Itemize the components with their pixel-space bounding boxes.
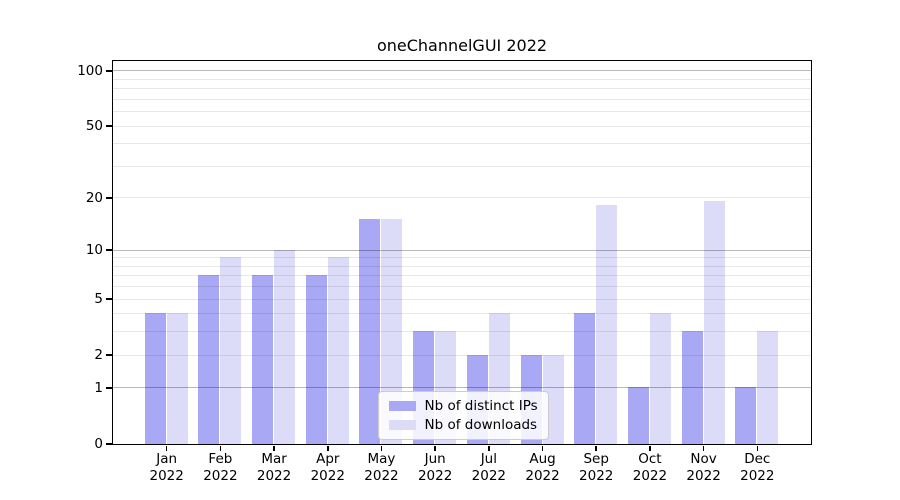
- x-tick: [702, 445, 705, 451]
- x-tick: [165, 445, 168, 451]
- legend-label-downloads: Nb of downloads: [424, 416, 538, 433]
- x-tick-label: Dec 2022: [740, 451, 775, 484]
- x-tick-label: May 2022: [364, 451, 399, 484]
- bar-downloads-jan: [166, 313, 188, 444]
- y-tick-label: 10: [85, 242, 103, 259]
- y-tick: [105, 387, 112, 389]
- y-tick-label: 0: [94, 436, 103, 452]
- gridline-minor: [112, 165, 811, 167]
- x-tick: [327, 445, 329, 451]
- bar-downloads-feb: [220, 257, 242, 444]
- bar-ips-may: [359, 219, 381, 444]
- x-tick-label: Nov 2022: [686, 451, 721, 484]
- y-tick-label: 50: [85, 118, 103, 134]
- bar-ips-nov: [681, 331, 703, 444]
- legend-item-downloads: Nb of downloads: [388, 416, 538, 433]
- bar-downloads-oct: [649, 313, 671, 444]
- gridline-minor: [112, 275, 811, 277]
- gridline-minor: [112, 331, 811, 333]
- x-tick: [219, 445, 222, 451]
- x-tick-label: Jul 2022: [471, 451, 507, 484]
- legend-swatch-downloads-icon: [388, 419, 416, 430]
- bar-ips-sep: [574, 313, 596, 444]
- y-tick-label: 5: [94, 291, 103, 308]
- legend: Nb of distinct IPs Nb of downloads: [377, 390, 549, 440]
- bar-ips-apr: [305, 275, 327, 444]
- y-tick: [105, 443, 112, 445]
- x-tick-label: Jan 2022: [149, 451, 184, 484]
- x-tick: [434, 445, 436, 451]
- y-tick-label: 20: [85, 189, 103, 206]
- y-tick: [105, 298, 112, 300]
- y-tick: [105, 197, 112, 199]
- legend-swatch-distinct-ips-icon: [388, 400, 416, 411]
- x-tick: [273, 445, 275, 451]
- gridline-minor: [112, 354, 811, 356]
- legend-label-distinct-ips: Nb of distinct IPs: [424, 397, 538, 414]
- bar-downloads-may: [381, 219, 403, 444]
- bar-ips-mar: [252, 275, 274, 444]
- bar-ips-jan: [144, 313, 166, 444]
- bar-ips-feb: [198, 275, 220, 444]
- legend-item-distinct-ips: Nb of distinct IPs: [388, 397, 538, 414]
- y-tick: [105, 249, 112, 251]
- gridline-minor: [112, 298, 811, 300]
- gridline-minor: [112, 265, 811, 267]
- gridline-minor: [112, 286, 811, 288]
- bar-ips-oct: [627, 387, 649, 444]
- plot-area: Nb of distinct IPs Nb of downloads: [111, 59, 812, 445]
- bar-downloads-nov: [703, 201, 725, 444]
- y-tick-label: 100: [77, 62, 103, 79]
- y-tick-label: 2: [94, 347, 103, 364]
- bar-downloads-dec: [757, 331, 779, 444]
- bar-downloads-apr: [327, 257, 349, 444]
- gridline-minor: [112, 98, 811, 100]
- gridline-minor: [112, 257, 811, 259]
- x-tick: [595, 445, 597, 451]
- x-tick-label: Feb 2022: [203, 451, 238, 484]
- bar-downloads-sep: [596, 205, 618, 444]
- x-tick-label: Sep 2022: [579, 451, 614, 484]
- gridline-minor: [112, 88, 811, 90]
- x-tick-label: Oct 2022: [632, 451, 668, 484]
- gridline-minor: [112, 125, 811, 127]
- x-tick: [541, 445, 544, 451]
- gridline-major: [112, 70, 811, 72]
- x-tick-label: Jun 2022: [417, 451, 453, 484]
- y-tick-label: 1: [94, 379, 103, 396]
- bar-ips-dec: [735, 387, 757, 444]
- gridline-minor: [112, 197, 811, 199]
- x-tick: [756, 445, 759, 451]
- y-tick: [105, 70, 112, 72]
- y-tick: [105, 354, 112, 356]
- x-tick: [649, 445, 651, 451]
- gridline-minor: [112, 78, 811, 80]
- y-tick: [105, 125, 112, 127]
- bar-downloads-mar: [274, 249, 296, 444]
- chart-title: oneChannelGUI 2022: [376, 36, 548, 55]
- gridline-major: [112, 249, 811, 251]
- gridline-minor: [112, 143, 811, 145]
- x-tick: [380, 445, 383, 451]
- gridline-minor: [112, 313, 811, 315]
- x-tick-label: Mar 2022: [256, 451, 292, 484]
- gridline-minor: [112, 111, 811, 113]
- x-tick-label: Aug 2022: [525, 451, 560, 484]
- gridline-major: [112, 387, 811, 389]
- x-tick-label: Apr 2022: [310, 451, 345, 484]
- x-tick: [488, 445, 490, 451]
